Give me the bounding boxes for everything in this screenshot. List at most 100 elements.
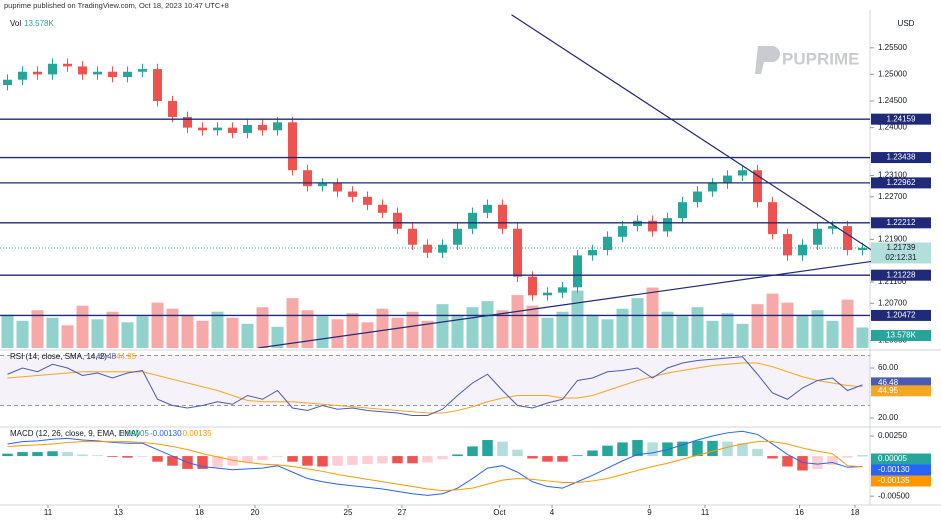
rsi-badge xyxy=(871,377,931,389)
volume-bar xyxy=(721,313,734,348)
candle-body xyxy=(18,71,27,80)
macd-histogram-bar xyxy=(257,456,268,461)
candle-body xyxy=(783,234,792,256)
candle-body xyxy=(348,191,357,197)
level-badge xyxy=(871,152,931,164)
candle-body xyxy=(468,212,477,229)
macd-histogram-bar xyxy=(32,452,43,457)
y-tick-label: 1.25500 xyxy=(878,43,907,52)
rsi-sma-line xyxy=(7,362,863,414)
candle-body xyxy=(183,116,192,128)
volume-bar xyxy=(781,302,794,348)
macd-legend-value: -0.00130 xyxy=(150,429,182,438)
macd-histogram-bar xyxy=(557,456,568,462)
candle-body xyxy=(303,170,312,187)
currency: USD xyxy=(898,19,915,28)
rsi-tick-label: 60.00 xyxy=(878,363,899,372)
candle-body xyxy=(528,276,537,296)
macd-histogram-bar xyxy=(137,456,148,457)
macd-histogram-bar xyxy=(17,452,28,457)
x-tick-label: 18 xyxy=(851,508,860,517)
macd-histogram-bar xyxy=(287,456,298,462)
candle-body xyxy=(273,122,282,131)
macd-histogram-bar xyxy=(767,456,778,459)
volume-bar xyxy=(406,311,419,348)
macd-histogram-bar xyxy=(587,450,598,457)
candle-body xyxy=(288,122,297,171)
last-price-label: 1.21739 xyxy=(887,243,916,252)
volume-bar xyxy=(91,319,104,348)
candle-body xyxy=(63,63,72,67)
macd-histogram-bar xyxy=(377,456,388,464)
macd-histogram-bar xyxy=(392,456,403,464)
volume-bar xyxy=(691,307,704,348)
macd-histogram-bar xyxy=(467,446,478,457)
candle-body xyxy=(498,204,507,229)
watermark: PUPRIME xyxy=(782,49,859,68)
volume-bar xyxy=(676,316,689,348)
macd-histogram-bar xyxy=(332,456,343,466)
macd-histogram-bar xyxy=(212,456,223,468)
rsi-legend-sma: 44.95 xyxy=(116,352,137,361)
level-badge xyxy=(871,217,931,229)
volume-bar xyxy=(181,314,194,348)
volume-bar xyxy=(541,317,554,348)
x-tick-label: 4 xyxy=(550,508,555,517)
overlay: 1.25500 1.25000 1.24500 1.24000 1.23100 1.227… xyxy=(0,19,931,517)
candle-body xyxy=(753,170,762,203)
candle-body xyxy=(708,183,717,192)
candle-body xyxy=(453,228,462,245)
level-badge xyxy=(871,309,931,321)
level-badge xyxy=(871,113,931,125)
candle-body xyxy=(618,226,627,237)
volume-bar xyxy=(346,313,359,348)
macd-histogram-bar xyxy=(77,454,88,457)
volume-bar xyxy=(496,310,509,348)
logo-mark xyxy=(755,46,780,74)
volume-bar xyxy=(826,320,839,348)
volume-bar xyxy=(451,314,464,348)
level-label: 1.21228 xyxy=(887,270,916,279)
macd-histogram-bar xyxy=(542,456,553,462)
y-tick-label: 1.20700 xyxy=(878,298,907,307)
level-badge xyxy=(871,177,931,189)
macd-badge-label: -0.00130 xyxy=(878,465,910,474)
rsi-legend-value: 46.48 xyxy=(96,352,117,361)
volume-bar xyxy=(571,290,584,348)
volume-bar xyxy=(706,320,719,348)
rsi-badge-label: 44.95 xyxy=(878,386,899,395)
volume-bar xyxy=(361,322,374,348)
x-tick-label: 27 xyxy=(398,508,407,517)
macd-histogram-bar xyxy=(452,454,463,457)
x-tick-label: 16 xyxy=(795,508,804,517)
volume-bar xyxy=(616,308,629,348)
countdown: 02:12:31 xyxy=(885,253,917,262)
level-label: 1.24159 xyxy=(887,114,916,123)
level-label: 1.20472 xyxy=(887,311,916,320)
candle-body xyxy=(363,196,372,205)
volume-bar xyxy=(16,320,29,348)
volume-bar xyxy=(241,323,254,348)
volume-bar xyxy=(121,322,134,348)
trendline xyxy=(511,14,890,263)
volume-bar xyxy=(751,304,764,348)
volume-bar xyxy=(256,307,269,348)
rsi-badge xyxy=(871,385,931,397)
volume-name: Vol xyxy=(10,19,21,28)
y-tick-label: 1.25000 xyxy=(878,70,907,79)
x-tick-label: 25 xyxy=(344,508,353,517)
macd-badge-label: -0.00135 xyxy=(878,476,910,485)
candle-body xyxy=(78,66,87,75)
candle-body xyxy=(33,71,42,75)
volume-bar xyxy=(316,316,329,348)
x-tick-label: 9 xyxy=(647,508,652,517)
macd-histogram-bar xyxy=(692,440,703,457)
candle-body xyxy=(513,228,522,277)
volume-bar xyxy=(271,326,284,348)
candle-body xyxy=(663,218,672,232)
candle-body xyxy=(723,175,732,184)
volume-bar xyxy=(661,311,674,348)
x-tick-label: Oct xyxy=(493,508,506,517)
macd-histogram-bar xyxy=(347,456,358,465)
candle-body xyxy=(423,244,432,253)
